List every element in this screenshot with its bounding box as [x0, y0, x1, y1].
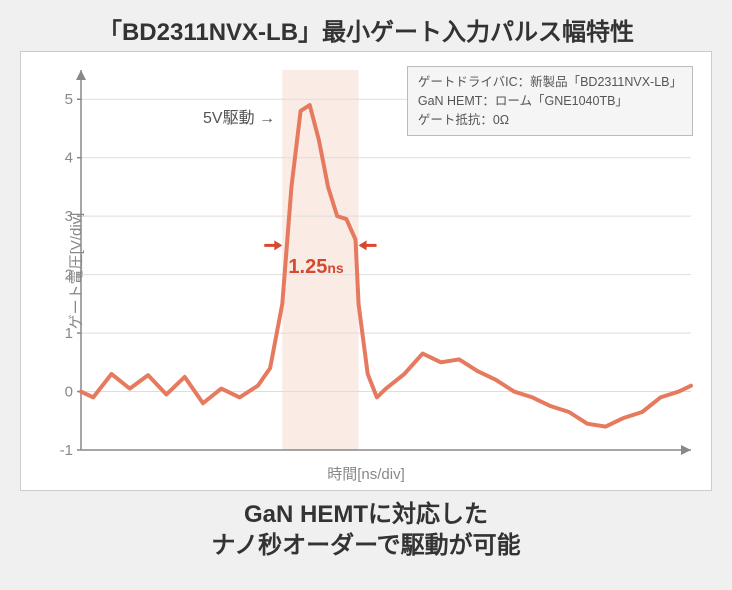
svg-text:1: 1 [65, 325, 73, 342]
svg-text:0: 0 [65, 384, 73, 401]
subtitle-line: ナノ秒オーダーで駆動が可能 [0, 530, 732, 561]
svg-text:3: 3 [65, 208, 73, 225]
peak-annotation: 5V駆動 → [203, 104, 275, 128]
x-axis-label: 時間[ns/div] [327, 463, 405, 484]
pulse-unit: ns [327, 260, 343, 276]
svg-text:2: 2 [65, 267, 73, 284]
arrow-right-icon: → [259, 110, 275, 127]
pulse-value: 1.25 [288, 256, 327, 278]
svg-text:-1: -1 [60, 442, 73, 459]
info-box: ゲートドライバIC：新製品「BD2311NVX-LB」 GaN HEMT：ローム… [407, 66, 693, 136]
info-line: ゲートドライバIC：新製品「BD2311NVX-LB」 [418, 73, 682, 92]
pulse-width-annotation: 1.25ns [288, 256, 343, 279]
subtitle-line: GaN HEMTに対応した [0, 499, 732, 530]
svg-text:5: 5 [65, 91, 73, 108]
info-line: GaN HEMT：ローム「GNE1040TB」 [418, 92, 682, 111]
peak-text: 5V駆動 [203, 110, 255, 127]
svg-text:4: 4 [65, 150, 73, 167]
chart-container: ゲート電圧[V/div] 時間[ns/div] -1012345 ゲートドライバ… [20, 51, 712, 491]
info-line: ゲート抵抗：0Ω [418, 111, 682, 130]
chart-title: 「BD2311NVX-LB」最小ゲート入力パルス幅特性 [0, 0, 732, 51]
subtitle: GaN HEMTに対応した ナノ秒オーダーで駆動が可能 [0, 499, 732, 561]
